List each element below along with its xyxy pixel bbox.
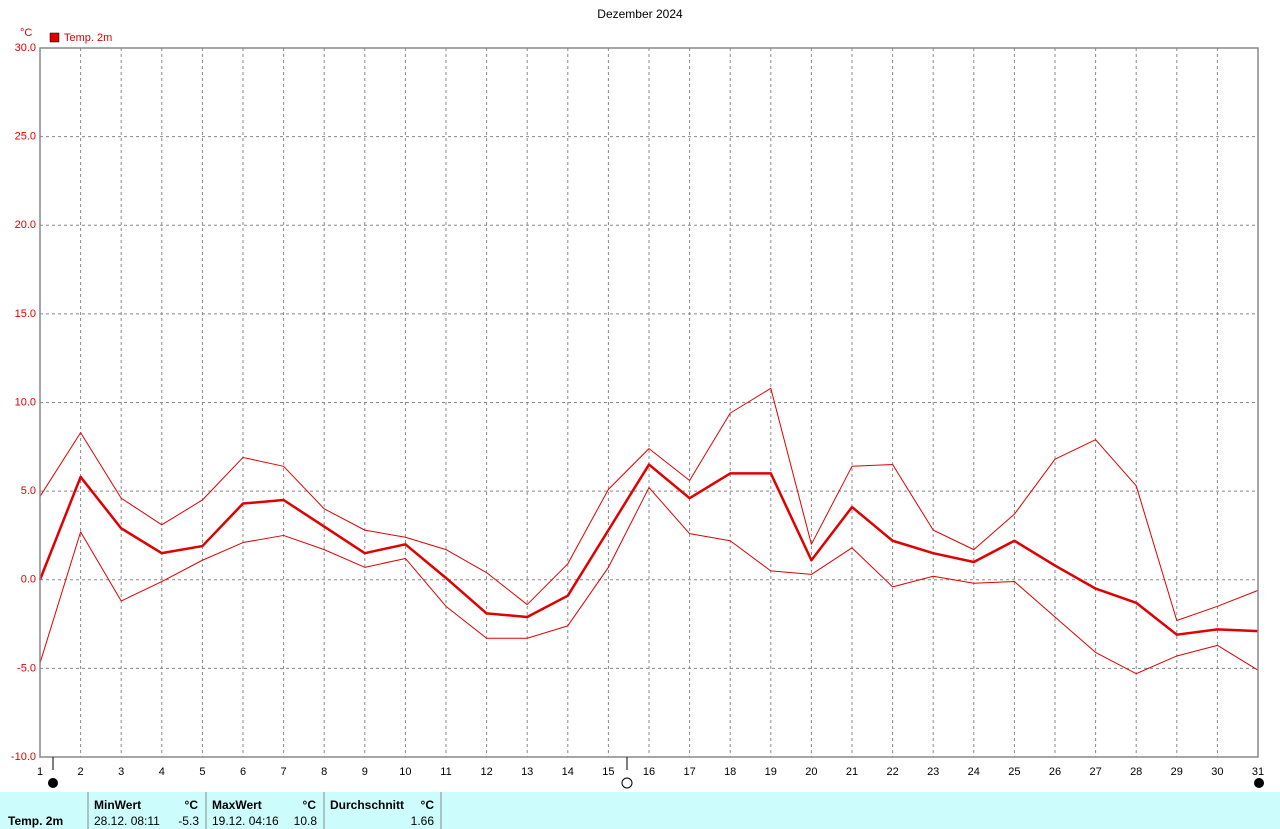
x-tick-label: 26 [1049, 766, 1061, 778]
x-tick-label: 1 [37, 766, 43, 778]
x-tick-label: 5 [199, 766, 205, 778]
moon-icon [621, 777, 633, 789]
summary-value: 1.66 [411, 814, 435, 828]
plot-area: -10.0-5.00.05.010.015.020.025.030.01 2 3 4 5… [11, 42, 1264, 778]
y-axis-unit: °C [20, 27, 32, 39]
x-tick-label: 17 [683, 766, 695, 778]
x-tick-label: 22 [886, 766, 898, 778]
line-values [38, 463, 1259, 636]
x-tick-label: 23 [927, 766, 939, 778]
x-tick-label: 18 [724, 766, 736, 778]
x-tick-label: 9 [362, 766, 368, 778]
y-tick-label: 25.0 [15, 131, 36, 143]
x-tick-label: 4 [159, 766, 165, 778]
legend-label: Temp. 2m [64, 32, 112, 44]
x-tick-label: 3 [118, 766, 124, 778]
y-tick-label: 30.0 [15, 42, 36, 54]
summary-time: 19.12. 04:16 [212, 814, 279, 828]
x-tick-label: 29 [1171, 766, 1183, 778]
x-tick-label: 28 [1130, 766, 1142, 778]
summary-row-label: Temp. 2m [8, 814, 63, 828]
x-tick-label: 20 [805, 766, 817, 778]
y-tick-label: 20.0 [15, 219, 36, 231]
line-max [39, 387, 1259, 622]
line-min [39, 487, 1259, 675]
summary-header: Durchschnitt [330, 798, 404, 812]
x-tick-label: 6 [240, 766, 246, 778]
summary-unit: °C [185, 798, 199, 812]
summary-value: -5.3 [178, 814, 199, 828]
y-tick-label: 5.0 [21, 485, 36, 497]
x-tick-label: 10 [399, 766, 411, 778]
chart-title: Dezember 2024 [597, 7, 683, 21]
x-tick-label: 8 [321, 766, 327, 778]
summary-bar [0, 792, 1280, 829]
x-tick-label: 21 [846, 766, 858, 778]
moon-icon [48, 778, 58, 788]
x-tick-label: 30 [1211, 766, 1223, 778]
x-tick-label: 16 [643, 766, 655, 778]
y-tick-label: -10.0 [11, 751, 36, 763]
x-tick-label: 27 [1089, 766, 1101, 778]
plot-border [39, 47, 1259, 758]
legend-swatch [49, 32, 60, 43]
summary-unit: °C [303, 798, 317, 812]
x-tick-label: 13 [521, 766, 533, 778]
y-tick-label: 0.0 [21, 574, 36, 586]
x-tick-label: 19 [765, 766, 777, 778]
summary-header: MinWert [94, 798, 141, 812]
x-tick-label: 11 [440, 766, 451, 778]
x-tick-label: 12 [480, 766, 492, 778]
summary-separators [87, 792, 442, 829]
y-tick-label: 15.0 [15, 308, 36, 320]
y-tick-label: -5.0 [17, 662, 36, 674]
x-tick-label: 15 [602, 766, 614, 778]
x-tick-label: 31 [1252, 766, 1264, 778]
x-tick-label: 25 [1008, 766, 1020, 778]
x-tick-label: 14 [562, 766, 574, 778]
summary-header: MaxWert [212, 798, 262, 812]
summary-time: 28.12. 08:11 [94, 814, 160, 828]
x-tick-label: 24 [968, 766, 980, 778]
x-tick-label: 2 [78, 766, 84, 778]
x-tick-label: 7 [281, 766, 287, 778]
summary-unit: °C [421, 798, 435, 812]
y-tick-label: 10.0 [15, 396, 36, 408]
summary-value: 10.8 [294, 814, 318, 828]
moon-icon [1254, 778, 1264, 788]
